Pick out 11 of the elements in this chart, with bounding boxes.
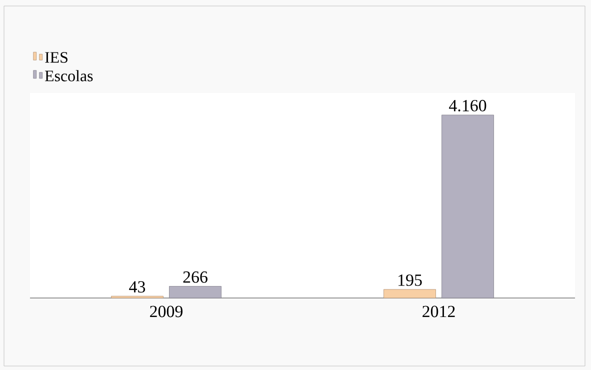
x-tick-label: 2012: [422, 306, 455, 318]
data-label: 195: [398, 274, 422, 286]
x-tick-label: 2009: [150, 306, 182, 318]
bar: [384, 289, 436, 298]
bar: [169, 286, 222, 298]
data-label: 4.160: [449, 100, 486, 112]
bar: [442, 114, 494, 298]
legend-label: IES: [45, 52, 68, 63]
data-label: 266: [183, 271, 208, 283]
data-label: 43: [129, 281, 146, 293]
legend-label: Escolas: [45, 70, 93, 82]
